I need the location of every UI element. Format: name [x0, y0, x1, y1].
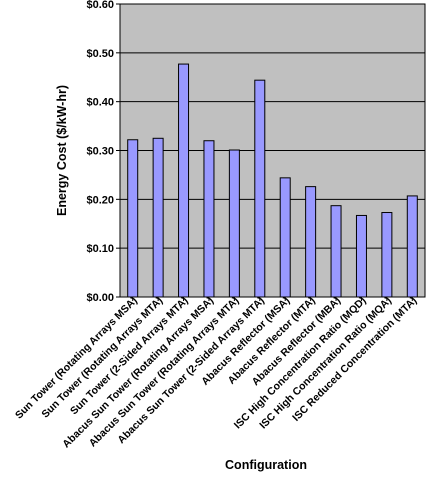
category-labels: Sun Tower (Rotating Arrays MSA)Sun Tower…: [13, 295, 419, 451]
bar: [305, 186, 317, 298]
y-tick-label: $0.30: [86, 146, 114, 158]
y-tick-label: $0.10: [86, 243, 114, 255]
bar: [279, 177, 291, 298]
bar: [203, 140, 215, 298]
y-tick-label: $0.40: [86, 97, 114, 109]
y-tick-labels: $0.00 $0.10 $0.20 $0.30 $0.40 $0.50 $0.60: [86, 0, 114, 304]
bar: [355, 214, 367, 298]
bar: [228, 149, 240, 298]
bar: [406, 195, 418, 298]
y-tick-label: $0.50: [86, 48, 114, 60]
y-axis-title: Energy Cost ($/kW-hr): [55, 85, 69, 216]
bar: [381, 212, 393, 298]
bar: [254, 79, 266, 298]
bar: [178, 63, 190, 298]
y-tick-label: $0.20: [86, 194, 114, 206]
y-tick-label: $0.00: [86, 292, 114, 304]
bar: [152, 137, 164, 298]
bar: [127, 139, 139, 298]
y-tick-label: $0.60: [86, 0, 114, 11]
bars: [127, 63, 418, 298]
gridlines: [116, 3, 425, 301]
bar: [330, 205, 342, 298]
x-axis-title: Configuration: [225, 458, 307, 472]
axes: [119, 4, 425, 298]
